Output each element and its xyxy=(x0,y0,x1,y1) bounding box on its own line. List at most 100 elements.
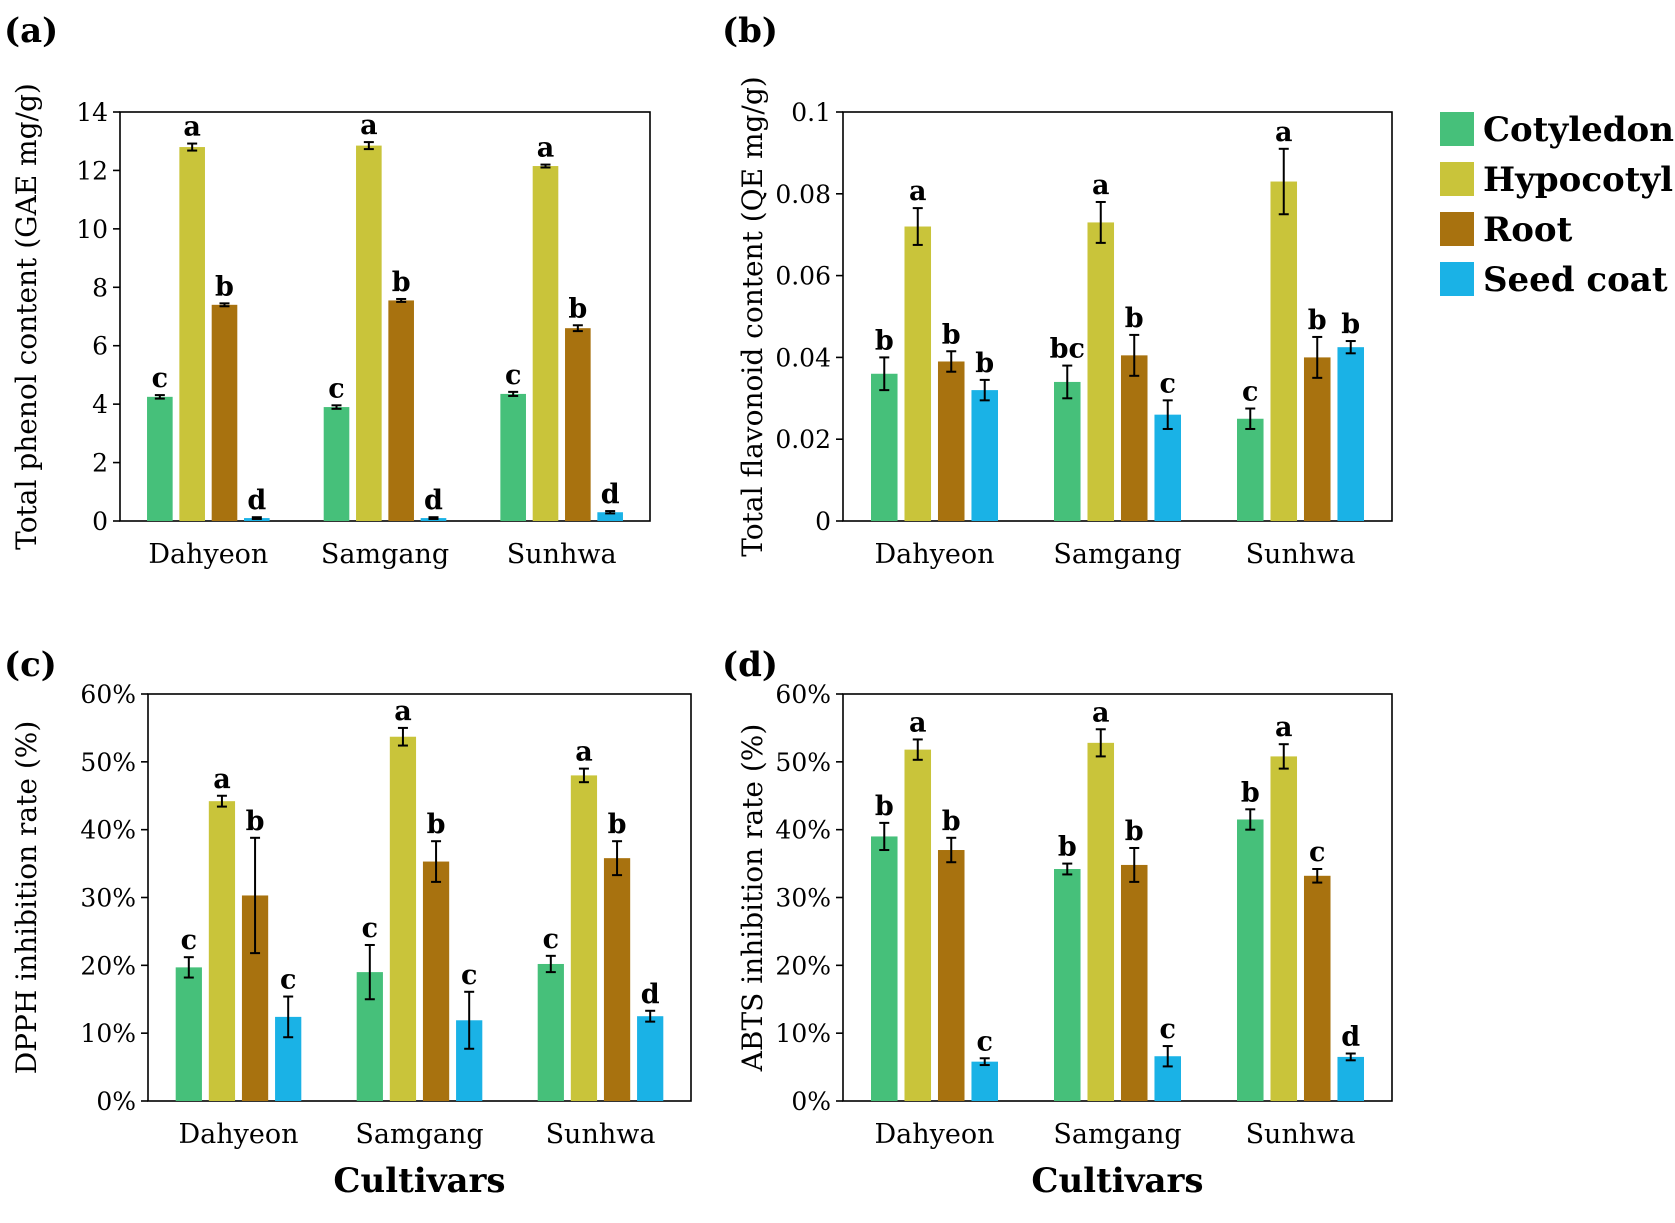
significance-letter: c xyxy=(152,363,168,394)
y-tick-label: 30% xyxy=(775,884,831,913)
significance-letter: b xyxy=(246,806,265,837)
category-label: Dahyeon xyxy=(874,1119,994,1150)
significance-letter: a xyxy=(1275,712,1293,743)
y-tick-label: 60% xyxy=(775,680,831,709)
significance-letter: c xyxy=(1160,368,1176,399)
y-tick-label: 0% xyxy=(96,1087,136,1116)
bar-seed-coat xyxy=(597,512,623,521)
significance-letter: a xyxy=(394,696,412,727)
y-tick-label: 6 xyxy=(92,332,108,361)
significance-letter: a xyxy=(575,737,593,768)
significance-letter: c xyxy=(1160,1014,1176,1045)
significance-letter: c xyxy=(362,913,378,944)
panel-label: (d) xyxy=(722,645,778,685)
y-tick-label: 14 xyxy=(76,98,108,127)
y-tick-label: 40% xyxy=(80,816,136,845)
bar-cotyledon xyxy=(537,963,564,1101)
category-label: Sunhwa xyxy=(546,1119,656,1150)
category-label: Samgang xyxy=(1053,539,1181,570)
y-tick-label: 10% xyxy=(775,1019,831,1048)
y-tick-label: 60% xyxy=(80,680,136,709)
y-tick-label: 12 xyxy=(76,156,108,185)
significance-letter: bc xyxy=(1050,334,1085,365)
bar-cotyledon xyxy=(500,393,526,521)
y-tick-label: 30% xyxy=(80,884,136,913)
bar-root xyxy=(603,858,631,1101)
bar-hypocotyl xyxy=(356,145,382,521)
y-tick-label: 0% xyxy=(791,1087,831,1116)
bar-cotyledon xyxy=(1053,869,1081,1101)
category-label: Dahyeon xyxy=(148,539,268,570)
y-tick-label: 0 xyxy=(815,507,831,536)
bar-root xyxy=(211,304,238,521)
significance-letter: b xyxy=(608,809,627,840)
significance-letter: b xyxy=(568,293,587,324)
y-tick-label: 0.02 xyxy=(775,425,831,454)
bar-seed-coat xyxy=(637,1016,664,1101)
bar-cotyledon xyxy=(175,967,202,1101)
bar-root xyxy=(565,328,591,521)
bar-seed-coat xyxy=(1337,1056,1365,1101)
y-tick-label: 2 xyxy=(92,449,108,478)
y-axis-label: ABTS inhibition rate (%) xyxy=(736,724,769,1073)
y-tick-label: 50% xyxy=(775,748,831,777)
significance-letter: c xyxy=(280,965,296,996)
legend-swatch xyxy=(1440,112,1474,146)
y-tick-label: 10 xyxy=(76,215,108,244)
legend-entry: Hypocotyl xyxy=(1483,160,1673,200)
bar-seed-coat xyxy=(971,390,999,521)
bar-cotyledon xyxy=(870,373,898,521)
y-axis-label: DPPH inhibition rate (%) xyxy=(10,721,43,1075)
bar-cotyledon xyxy=(323,407,350,521)
y-tick-label: 0.04 xyxy=(775,343,831,372)
bar-root xyxy=(1120,864,1148,1101)
significance-letter: b xyxy=(975,348,994,379)
significance-letter: a xyxy=(537,133,555,164)
significance-letter: b xyxy=(392,267,411,298)
significance-letter: c xyxy=(461,960,477,991)
significance-letter: b xyxy=(1241,777,1260,808)
chart-panel-1: (b) 0 0.02 0.04 0.06 0.08 0.1 Total flavonoid c… xyxy=(722,11,1393,570)
chart-panel-2: (c) 0% 10% 20% 30% 40% 50% 60% DPPH inhibition r… xyxy=(4,645,692,1201)
y-tick-label: 4 xyxy=(92,390,108,419)
significance-letter: c xyxy=(181,925,197,956)
legend: Cotyledon Hypocotyl Root Seed coat xyxy=(1440,110,1674,300)
bar-hypocotyl xyxy=(1087,742,1115,1101)
bar-cotyledon xyxy=(147,396,173,521)
bar-hypocotyl xyxy=(1270,756,1298,1101)
y-tick-label: 40% xyxy=(775,816,831,845)
significance-letter: a xyxy=(909,707,927,738)
bar-root xyxy=(1303,875,1331,1101)
significance-letter: d xyxy=(247,485,266,516)
significance-letter: b xyxy=(942,806,961,837)
significance-letter: a xyxy=(1092,697,1110,728)
bar-root xyxy=(937,850,965,1101)
significance-letter: b xyxy=(1125,816,1144,847)
bar-seed-coat xyxy=(1337,347,1365,521)
significance-letter: b xyxy=(1308,305,1327,336)
legend-swatch xyxy=(1440,212,1474,246)
significance-letter: a xyxy=(183,112,201,143)
bar-root xyxy=(937,361,965,521)
significance-letter: a xyxy=(1092,170,1110,201)
y-tick-label: 50% xyxy=(80,748,136,777)
bar-root xyxy=(1120,355,1148,521)
significance-letter: b xyxy=(875,325,894,356)
bar-root xyxy=(422,861,450,1101)
bar-hypocotyl xyxy=(1270,181,1298,521)
y-tick-label: 0.08 xyxy=(775,180,831,209)
bar-cotyledon xyxy=(870,836,898,1101)
legend-entry: Seed coat xyxy=(1483,260,1668,300)
y-tick-label: 10% xyxy=(80,1019,136,1048)
significance-letter: b xyxy=(427,809,446,840)
significance-letter: d xyxy=(641,979,660,1010)
significance-letter: d xyxy=(601,479,620,510)
bar-hypocotyl xyxy=(1087,222,1115,521)
significance-letter: c xyxy=(977,1026,993,1057)
y-tick-label: 20% xyxy=(775,951,831,980)
bar-root xyxy=(1303,357,1331,521)
category-label: Sunhwa xyxy=(1246,539,1356,570)
significance-letter: c xyxy=(328,373,344,404)
category-label: Sunhwa xyxy=(507,539,617,570)
